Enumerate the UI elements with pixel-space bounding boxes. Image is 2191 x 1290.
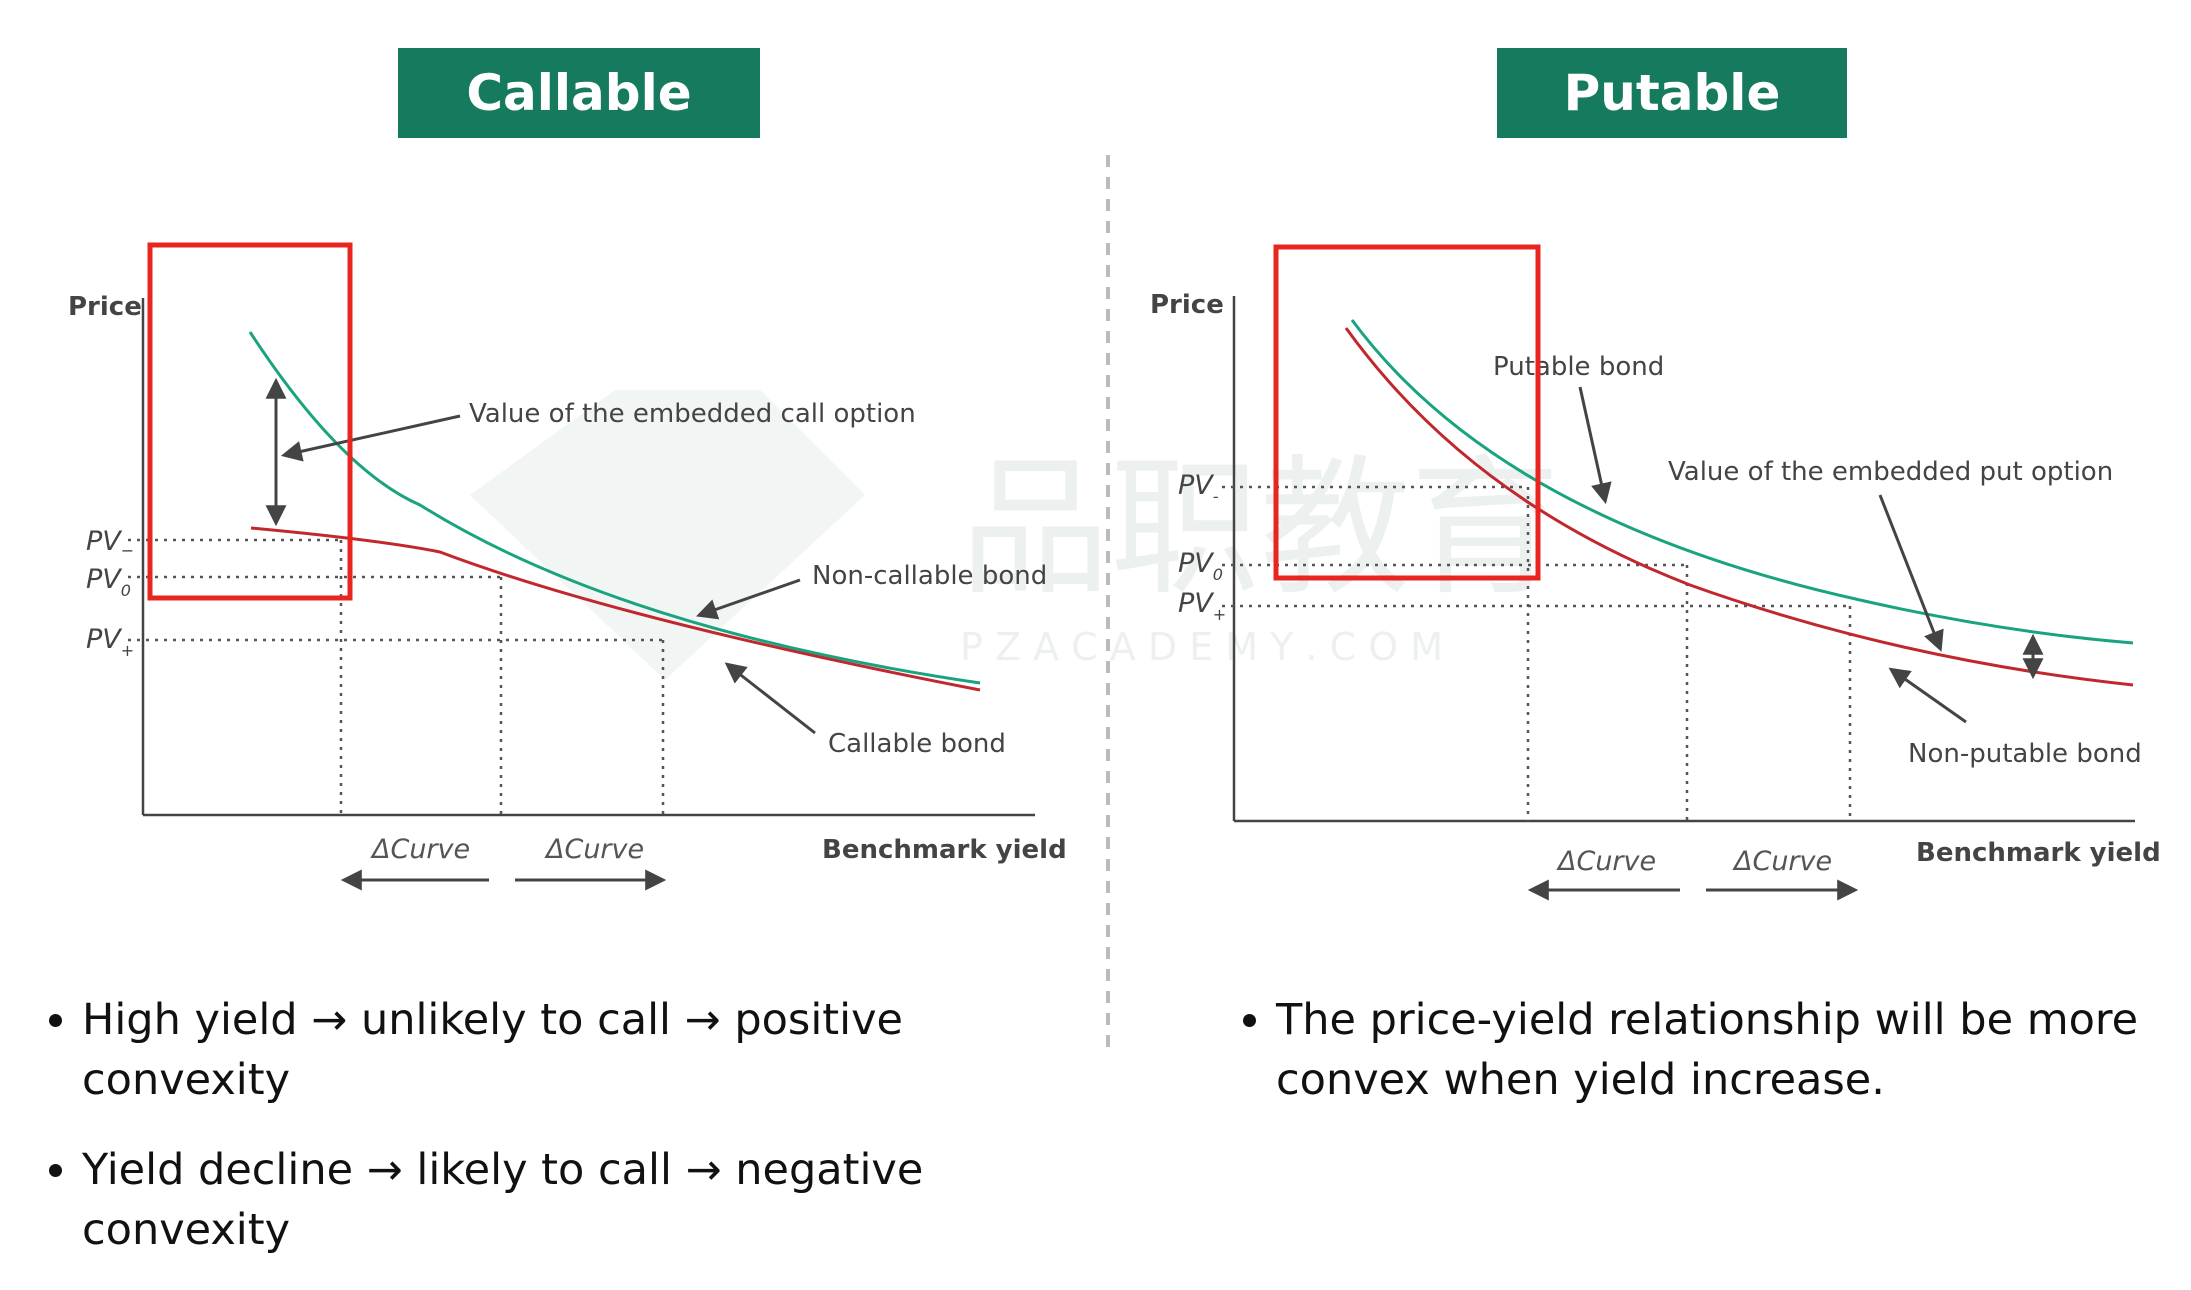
putable-x-label: Benchmark yield: [1916, 838, 2161, 868]
putable-pv-zero: PV0: [1178, 548, 1223, 584]
watermark-en: P Z A C A D E M Y . C O M: [960, 625, 1443, 669]
callable-bullet-2: Yield decline → likely to call → negativ…: [82, 1140, 1114, 1260]
put-option-label: Value of the embedded put option: [1668, 457, 2113, 487]
put-option-pointer: [1878, 494, 1944, 652]
putable-pointer: [1578, 386, 1612, 505]
putable-curve: [1350, 319, 2134, 645]
callable-bond-label: Callable bond: [828, 729, 1006, 759]
nonputable-label: Non-putable bond: [1908, 739, 2142, 769]
callable-title: Callable: [398, 48, 760, 138]
putable-guides: [1222, 485, 1852, 821]
watermark: 品职教育 P Z A C A D E M Y . C O M: [470, 390, 1560, 680]
putable-title: Putable: [1497, 48, 1847, 138]
callable-highlight-box: [147, 242, 353, 601]
noncallable-curve: [248, 331, 981, 685]
callable-pointer: [724, 662, 816, 735]
callable-delta-left: ΔCurve: [370, 834, 470, 865]
putable-highlight-box: [1273, 244, 1541, 581]
callable-chart: Price Benchmark yield PV− PV0 PV+ Value …: [68, 242, 1067, 891]
call-option-label: Value of the embedded call option: [469, 399, 916, 429]
callable-delta-right: ΔCurve: [544, 834, 644, 865]
putable-delta-left: ΔCurve: [1556, 846, 1656, 877]
nonputable-pointer: [1888, 667, 1967, 724]
bond-diagrams: 品职教育 P Z A C A D E M Y . C O M Price Ben…: [68, 155, 2161, 1050]
callable-pv-minus: PV−: [86, 526, 134, 560]
putable-bullet-1: The price-yield relationship will be mor…: [1276, 990, 2188, 1110]
nonputable-curve: [1344, 327, 2134, 687]
callable-bullet-1: High yield → unlikely to call → positive…: [82, 990, 1114, 1110]
noncallable-label: Non-callable bond: [812, 561, 1047, 591]
putable-chart: Price Benchmark yield PV- PV0 PV+ Putabl…: [1150, 244, 2161, 901]
putable-y-label: Price: [1150, 290, 1224, 320]
putable-delta-right: ΔCurve: [1732, 846, 1832, 877]
callable-x-label: Benchmark yield: [822, 835, 1067, 865]
call-option-pointer: [280, 414, 461, 462]
putable-bond-label: Putable bond: [1493, 352, 1664, 382]
callable-y-label: Price: [68, 292, 142, 322]
noncallable-pointer: [696, 578, 801, 620]
putable-bullets: The price-yield relationship will be mor…: [1228, 990, 2188, 1140]
putable-pv-plus: PV+: [1178, 588, 1226, 624]
callable-bullets: High yield → unlikely to call → positive…: [34, 990, 1114, 1290]
putable-pv-minus: PV-: [1178, 470, 1219, 506]
callable-pv-plus: PV+: [86, 624, 134, 660]
callable-pv-zero: PV0: [86, 564, 131, 600]
watermark-cn: 品职教育: [960, 442, 1560, 616]
callable-guides: [128, 538, 665, 815]
